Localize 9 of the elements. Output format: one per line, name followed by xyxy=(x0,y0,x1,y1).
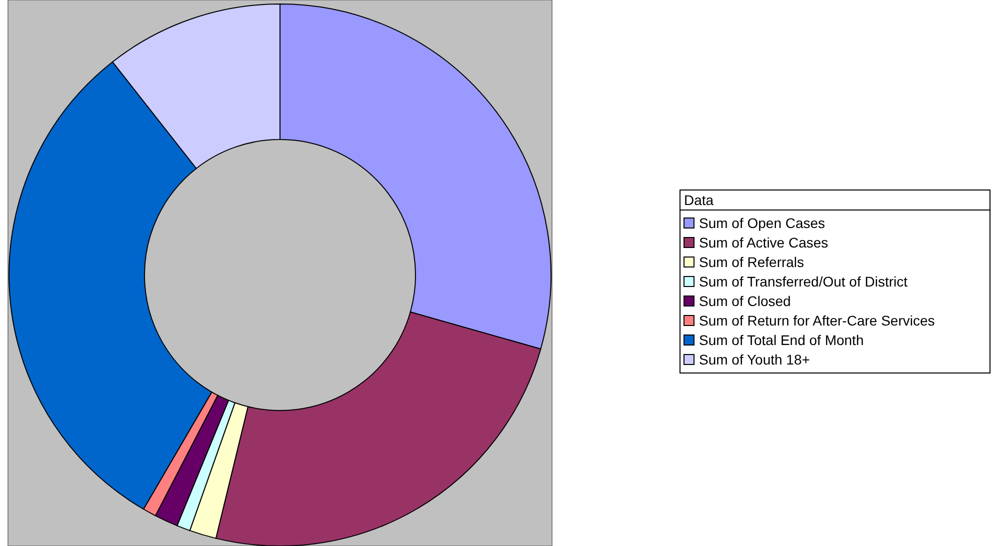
legend-label: Sum of Youth 18+ xyxy=(699,352,810,368)
legend-label: Sum of Closed xyxy=(699,293,791,309)
legend-label: Sum of Transferred/Out of District xyxy=(699,274,908,290)
legend-label: Sum of Active Cases xyxy=(699,234,828,250)
legend-label: Sum of Referrals xyxy=(699,254,804,270)
legend-title: Data xyxy=(684,192,714,208)
legend-label: Sum of Return for After-Care Services xyxy=(699,312,935,328)
legend-label: Sum of Open Cases xyxy=(699,215,826,231)
legend-label: Sum of Total End of Month xyxy=(699,332,864,348)
